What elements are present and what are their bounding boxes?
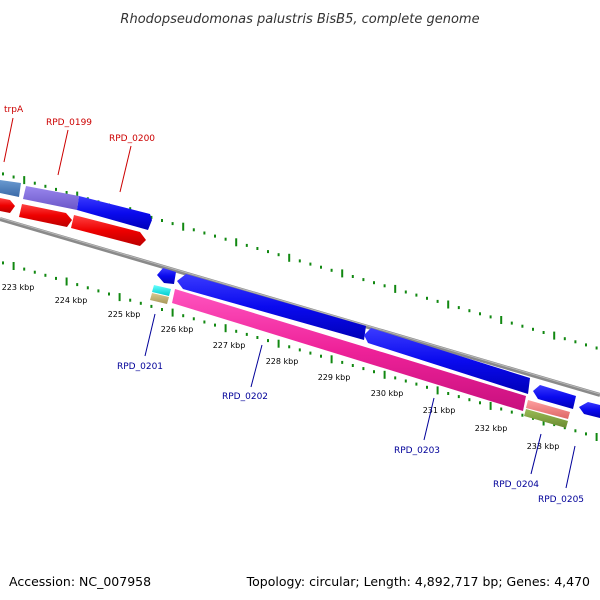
leader-line: [119, 145, 132, 193]
gene-feature-RPD_0200-blue[interactable]: [77, 196, 152, 230]
gene-feature-RPD_0204-salmon[interactable]: [526, 400, 570, 419]
ruler-label: 231 kbp: [423, 406, 456, 415]
reverse-strand-features: [150, 268, 600, 428]
gene-label-RPD_0200[interactable]: RPD_0200: [109, 134, 155, 144]
ruler-label: 227 kbp: [213, 341, 246, 350]
leader-line: [565, 445, 576, 489]
ruler-label: 232 kbp: [475, 424, 508, 433]
leader-line: [250, 344, 263, 388]
gene-label-RPD_0203[interactable]: RPD_0203: [394, 446, 440, 456]
forward-gene-labels: trpA RPD_0199 RPD_0200: [3, 105, 155, 193]
accession-text: Accession: NC_007958: [9, 574, 152, 589]
gene-feature-RPD_0199-red[interactable]: [19, 204, 72, 227]
ruler-label: 228 kbp: [266, 357, 299, 366]
inner-tick-track: [2, 261, 598, 441]
leader-line: [423, 397, 435, 441]
ruler-label: 226 kbp: [161, 325, 194, 334]
gene-feature-RPD_0205-blue[interactable]: [579, 402, 600, 418]
gene-label-RPD_0204[interactable]: RPD_0204: [493, 480, 539, 490]
gene-label-RPD_0202[interactable]: RPD_0202: [222, 392, 268, 402]
gene-feature-trpA-red[interactable]: [0, 198, 15, 213]
ruler-label: 225 kbp: [108, 310, 141, 319]
ruler-label: 223 kbp: [2, 283, 35, 292]
ruler-labels: 223 kbp 224 kbp 225 kbp 226 kbp 227 kbp …: [2, 283, 560, 451]
ruler-label: 233 kbp: [527, 442, 560, 451]
gene-feature-RPD_0204-olive[interactable]: [524, 409, 568, 428]
gene-feature-RPD_0201-khaki[interactable]: [150, 293, 169, 304]
gene-feature-RPD_0202-blue[interactable]: [177, 274, 366, 340]
leader-line: [3, 117, 14, 163]
gene-feature-RPD_0202-pink[interactable]: [172, 289, 526, 411]
gene-label-RPD_0201[interactable]: RPD_0201: [117, 362, 163, 372]
gene-feature-RPD_0201-cyan[interactable]: [152, 285, 171, 296]
reverse-gene-labels: RPD_0201 RPD_0202 RPD_0203 RPD_0204 RPD_…: [117, 313, 584, 505]
forward-strand-features: [0, 180, 152, 246]
map-title: Rhodopseudomonas palustris BisB5, comple…: [120, 12, 479, 27]
leader-line: [530, 433, 542, 475]
genome-backbone-highlight: [0, 217, 600, 395]
gene-feature-RPD_0203-blue[interactable]: [364, 328, 530, 394]
ruler-label: 224 kbp: [55, 296, 88, 305]
gene-feature-RPD_0201-blue[interactable]: [157, 268, 176, 284]
gene-label-RPD_0199[interactable]: RPD_0199: [46, 118, 92, 128]
ruler-label: 229 kbp: [318, 373, 351, 382]
ruler-label: 230 kbp: [371, 389, 404, 398]
gene-feature-RPD_0199-purple[interactable]: [23, 186, 79, 210]
gene-feature-RPD_0204-blue[interactable]: [533, 385, 576, 409]
gene-feature-trpA-steel[interactable]: [0, 180, 21, 197]
gene-label-RPD_0205[interactable]: RPD_0205: [538, 495, 584, 505]
topology-summary-text: Topology: circular; Length: 4,892,717 bp…: [246, 574, 590, 589]
gene-label-trpA[interactable]: trpA: [4, 105, 24, 115]
leader-line: [144, 313, 156, 357]
leader-line: [57, 129, 69, 176]
gene-feature-RPD_0200-red[interactable]: [71, 215, 146, 246]
